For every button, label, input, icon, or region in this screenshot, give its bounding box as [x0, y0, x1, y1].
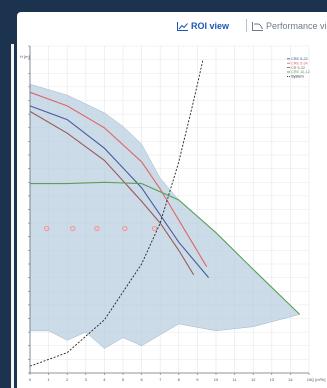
data-marker-0: [44, 226, 50, 232]
legend-entry-1: CRE 5-24: [291, 61, 308, 65]
series-line-1: [29, 91, 208, 267]
x-tick-label: 2: [66, 377, 69, 382]
x-tick-label: 3: [85, 377, 88, 382]
series-line-3: [30, 181, 301, 315]
data-marker-2: [94, 226, 100, 232]
toolbar-separator: [246, 19, 247, 32]
roi-view-button[interactable]: ROI view: [177, 19, 229, 33]
legend-entry-0: CRE 5-22: [291, 57, 308, 61]
x-tick-label: 5: [122, 377, 125, 382]
series-line-4: [29, 59, 204, 367]
sidebar-edge-line: [11, 44, 14, 388]
data-marker-1: [70, 226, 76, 232]
x-tick-label: 15: [307, 377, 312, 382]
pump-curve-chart: 0 1 2 3 4 5 6 7 8 9 10 11 12 13 14 15 Q [m³/h]H [m] CRE …: [20, 45, 325, 382]
x-tick-label: 9: [196, 377, 199, 382]
x-tick-label: 4: [103, 377, 106, 382]
chart-panel: ROI view Performance view 01234567891011…: [17, 12, 327, 388]
x-axis-label: Q [m³/h]: [311, 377, 325, 382]
performance-chart-icon: [252, 21, 263, 31]
x-tick-label: 13: [270, 377, 275, 382]
data-marker-3: [122, 226, 128, 232]
left-sidebar-edge: [0, 0, 16, 388]
x-tick-label: 6: [140, 377, 143, 382]
legend-entry-3: CRE 10-12: [291, 70, 310, 74]
x-tick-label: 12: [251, 377, 256, 382]
roi-region-area: [29, 83, 301, 349]
x-tick-label: 14: [288, 377, 293, 382]
x-tick-label: 10: [214, 377, 219, 382]
series-layer: [29, 59, 301, 367]
line-chart-icon: [177, 21, 188, 31]
marker-layer: [44, 226, 158, 232]
legend-entry-2: CR 5-32: [291, 66, 305, 70]
chart-axes: 0 1 2 3 4 5 6 7 8 9 10 11 12 13 14 15 Q [m³/h]H [m]: [20, 45, 325, 382]
y-axis-label: H [m]: [20, 54, 30, 59]
legend-entry-4: System: [291, 75, 304, 79]
series-line-2: [29, 110, 195, 276]
data-marker-4: [152, 226, 158, 232]
performance-view-button[interactable]: Performance view: [252, 19, 327, 33]
x-tick-label: 8: [178, 377, 181, 382]
x-tick-label: 11: [233, 377, 238, 382]
x-tick-label: 0: [29, 377, 32, 382]
chart-toolbar: ROI view Performance view: [17, 12, 327, 38]
x-tick-label: 7: [159, 377, 162, 382]
roi-view-label: ROI view: [191, 21, 230, 31]
performance-view-label: Performance view: [266, 21, 327, 31]
x-tick-label: 1: [47, 377, 50, 382]
series-line-0: [29, 105, 210, 278]
